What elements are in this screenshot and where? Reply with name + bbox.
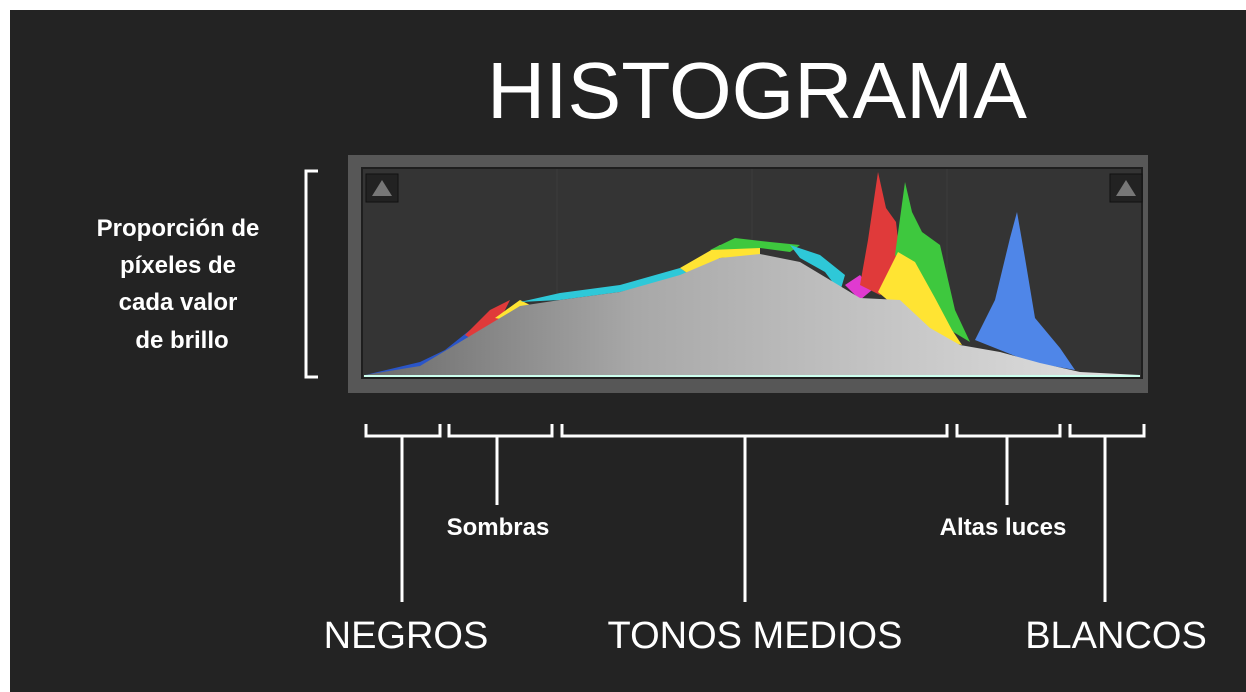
histogram-panel [348,155,1148,393]
axis-label-line: cada valor [119,289,238,316]
range-brackets [364,424,1146,602]
sub-label: Altas luces [940,514,1067,541]
zone-label: BLANCOS [1025,615,1207,657]
bracket [304,169,318,379]
axis-label: Proporción de píxeles de cada valor de b… [97,215,260,354]
sub-label: Sombras [447,514,550,541]
zone-label: NEGROS [324,615,489,657]
axis-label-line: de brillo [135,327,228,354]
axis-label-line: píxeles de [120,252,236,279]
title: HISTOGRAMA [487,46,1028,135]
zone-label: TONOS MEDIOS [608,615,903,657]
axis-label-line: Proporción de [97,215,260,242]
